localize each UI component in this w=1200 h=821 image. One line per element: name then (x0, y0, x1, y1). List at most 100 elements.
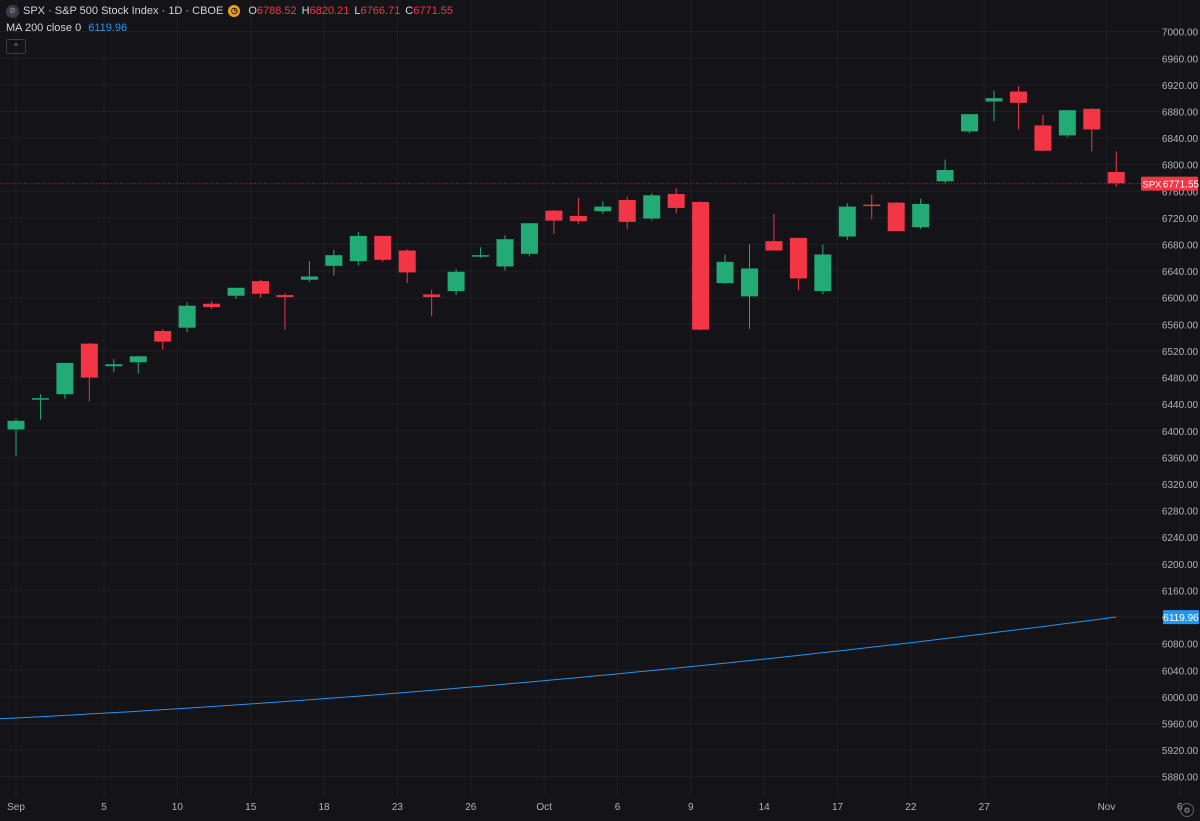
candle (80, 342, 98, 402)
candle (814, 244, 832, 295)
gear-icon[interactable]: ⚙ (1180, 803, 1194, 817)
x-tick-label: 9 (688, 802, 694, 813)
candle-body (765, 241, 783, 251)
x-tick-label: 14 (759, 802, 771, 813)
y-tick-label: 6360.00 (1162, 453, 1199, 464)
x-tick-label: 22 (905, 802, 917, 813)
candle (496, 235, 514, 271)
candle (252, 279, 269, 298)
candle (1009, 86, 1027, 130)
candle-body (618, 199, 636, 222)
candle-body (349, 235, 367, 262)
price-axis[interactable]: 7000.00 6960.00 6920.00 6880.00 6840.00 6800.… (1141, 28, 1200, 784)
candle-body (423, 294, 441, 298)
candle (227, 287, 245, 300)
x-tick-label: Oct (536, 802, 552, 813)
candle-body (789, 237, 807, 279)
symbol-row[interactable]: ⊘ SPX · S&P 500 Stock Index · 1D · CBOE … (6, 4, 458, 18)
candle-body (1083, 108, 1101, 130)
candle-body (863, 204, 881, 207)
candle (154, 329, 172, 350)
y-tick-label: 6840.00 (1162, 134, 1199, 145)
y-tick-label: 6560.00 (1162, 320, 1199, 331)
y-tick-label: 6200.00 (1162, 560, 1199, 571)
y-tick-label: 6720.00 (1162, 214, 1199, 225)
x-tick-label: Sep (7, 802, 25, 813)
chevron-up-icon[interactable]: ⌃ (6, 39, 26, 54)
eye-off-icon[interactable]: ⊘ (6, 4, 19, 18)
y-tick-label: 7000.00 (1162, 28, 1199, 39)
x-tick-label: 26 (465, 802, 477, 813)
y-tick-label: 6080.00 (1162, 640, 1199, 651)
y-tick-label: 5880.00 (1162, 773, 1199, 784)
candle-body (961, 114, 979, 132)
y-tick-label: 6400.00 (1162, 427, 1199, 438)
candle-body (594, 206, 612, 212)
symbol-title[interactable]: SPX · S&P 500 Stock Index · 1D · CBOE (23, 5, 224, 17)
candle-body (472, 255, 490, 257)
clock-icon: ◷ (228, 5, 241, 17)
candle (887, 201, 905, 232)
y-tick-label: 6600.00 (1162, 294, 1199, 305)
candle (545, 209, 563, 234)
y-tick-label: 6440.00 (1162, 400, 1199, 411)
candle (472, 247, 490, 258)
candle (423, 289, 441, 317)
x-tick-label: 6 (615, 802, 621, 813)
y-tick-label: 6680.00 (1162, 241, 1199, 252)
time-axis[interactable]: Sep 5 10 15 18 23 26 Oct 6 9 14 17 22 27 Nov 6 (7, 802, 1183, 813)
candle-body (300, 276, 318, 280)
candle-body (276, 295, 294, 298)
ma-price-tag (1163, 610, 1199, 625)
y-tick-label: 6240.00 (1162, 533, 1199, 544)
candle-body (105, 364, 123, 367)
candle-body (56, 362, 74, 395)
candle-body (398, 250, 416, 273)
last-price-symbol: SPX (1142, 180, 1162, 191)
candle-body (496, 239, 514, 267)
candle (961, 114, 979, 134)
ma-label[interactable]: MA 200 close 0 (6, 22, 82, 34)
candle-body (325, 255, 343, 266)
y-tick-label: 6000.00 (1162, 693, 1199, 704)
last-price-value: 6771.55 (1163, 180, 1200, 191)
chart-legend: ⊘ SPX · S&P 500 Stock Index · 1D · CBOE … (6, 4, 458, 54)
candle (716, 254, 734, 284)
ma-row[interactable]: MA 200 close 0 6119.96 (6, 21, 458, 35)
candle (56, 362, 74, 399)
candle (349, 231, 367, 266)
open-key: O (248, 5, 257, 17)
candle (1107, 151, 1125, 187)
x-tick-label: 27 (979, 802, 991, 813)
x-tick-label: Nov (1098, 802, 1116, 813)
high-value: 6820.21 (309, 5, 350, 17)
candle-body (985, 98, 1003, 102)
candle (1083, 108, 1101, 152)
candle (1058, 110, 1076, 138)
candle-body (129, 356, 147, 363)
candle-body (887, 202, 905, 232)
candle (325, 249, 343, 276)
y-tick-label: 6320.00 (1162, 480, 1199, 491)
candle (7, 418, 25, 457)
candle (1034, 114, 1052, 152)
high-key: H (301, 5, 310, 17)
x-tick-label: 10 (172, 802, 184, 813)
candle-body (31, 398, 49, 400)
y-tick-label: 6160.00 (1162, 586, 1199, 597)
close-key: C (405, 5, 414, 17)
candle (594, 201, 612, 214)
ma200-line (0, 616, 1117, 720)
y-tick-label: 6040.00 (1162, 666, 1199, 677)
candle (300, 261, 318, 282)
candle-body (643, 195, 661, 219)
candles-layer (7, 86, 1125, 457)
y-tick-label: 6960.00 (1162, 54, 1199, 65)
candle-body (1034, 125, 1052, 151)
low-key: L (354, 5, 361, 17)
ma-value: 6119.96 (88, 22, 128, 34)
candle (692, 201, 710, 331)
candle (129, 355, 147, 374)
